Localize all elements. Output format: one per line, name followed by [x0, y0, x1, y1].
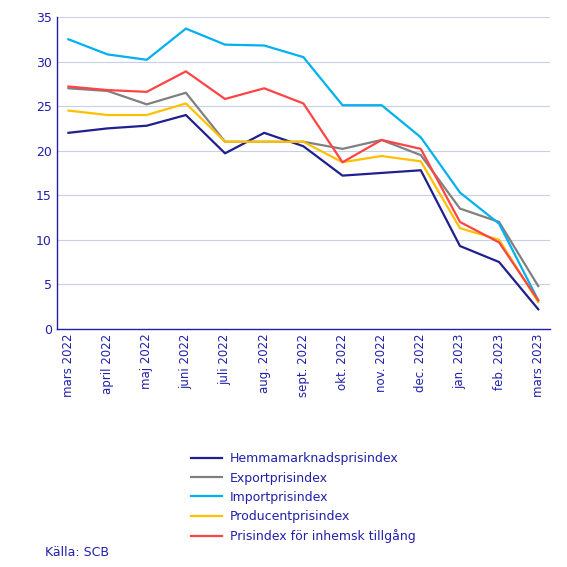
- Hemmamarknadsprisindex: [183, 112, 189, 119]
- Producentprisindex: [378, 153, 385, 159]
- Importprisindex: [417, 134, 424, 141]
- Hemmamarknadsprisindex: [496, 259, 502, 265]
- Exportprisindex: [65, 85, 72, 92]
- Exportprisindex: [378, 137, 385, 143]
- Prisindex för inhemsk tillgång: [300, 100, 307, 107]
- Importprisindex: [378, 102, 385, 109]
- Importprisindex: [183, 25, 189, 32]
- Exportprisindex: [456, 205, 463, 212]
- Prisindex för inhemsk tillgång: [496, 239, 502, 246]
- Hemmamarknadsprisindex: [339, 172, 346, 179]
- Hemmamarknadsprisindex: [143, 122, 150, 129]
- Importprisindex: [535, 297, 541, 304]
- Producentprisindex: [339, 159, 346, 166]
- Prisindex för inhemsk tillgång: [143, 88, 150, 95]
- Hemmamarknadsprisindex: [261, 129, 268, 136]
- Producentprisindex: [104, 112, 111, 119]
- Line: Hemmamarknadsprisindex: Hemmamarknadsprisindex: [69, 115, 538, 309]
- Hemmamarknadsprisindex: [104, 125, 111, 132]
- Line: Importprisindex: Importprisindex: [69, 28, 538, 301]
- Producentprisindex: [496, 236, 502, 243]
- Prisindex för inhemsk tillgång: [378, 137, 385, 143]
- Text: Källa: SCB: Källa: SCB: [45, 545, 109, 558]
- Importprisindex: [496, 221, 502, 227]
- Exportprisindex: [222, 138, 229, 145]
- Prisindex för inhemsk tillgång: [535, 297, 541, 304]
- Exportprisindex: [496, 218, 502, 225]
- Producentprisindex: [261, 138, 268, 145]
- Producentprisindex: [222, 138, 229, 145]
- Prisindex för inhemsk tillgång: [65, 83, 72, 90]
- Prisindex för inhemsk tillgång: [222, 96, 229, 103]
- Hemmamarknadsprisindex: [535, 306, 541, 312]
- Producentprisindex: [535, 299, 541, 306]
- Exportprisindex: [143, 101, 150, 108]
- Hemmamarknadsprisindex: [456, 243, 463, 249]
- Exportprisindex: [417, 152, 424, 159]
- Producentprisindex: [417, 158, 424, 165]
- Prisindex för inhemsk tillgång: [261, 85, 268, 92]
- Producentprisindex: [183, 100, 189, 107]
- Hemmamarknadsprisindex: [417, 167, 424, 174]
- Importprisindex: [261, 42, 268, 49]
- Hemmamarknadsprisindex: [300, 143, 307, 150]
- Legend: Hemmamarknadsprisindex, Exportprisindex, Importprisindex, Producentprisindex, Pr: Hemmamarknadsprisindex, Exportprisindex,…: [186, 447, 421, 548]
- Importprisindex: [300, 54, 307, 61]
- Exportprisindex: [261, 138, 268, 145]
- Hemmamarknadsprisindex: [378, 170, 385, 176]
- Hemmamarknadsprisindex: [222, 150, 229, 156]
- Importprisindex: [104, 51, 111, 58]
- Importprisindex: [339, 102, 346, 109]
- Prisindex för inhemsk tillgång: [417, 146, 424, 153]
- Producentprisindex: [456, 225, 463, 231]
- Exportprisindex: [183, 90, 189, 96]
- Hemmamarknadsprisindex: [65, 129, 72, 136]
- Prisindex för inhemsk tillgång: [183, 68, 189, 75]
- Producentprisindex: [143, 112, 150, 119]
- Importprisindex: [143, 56, 150, 63]
- Line: Producentprisindex: Producentprisindex: [69, 103, 538, 302]
- Importprisindex: [222, 41, 229, 48]
- Exportprisindex: [104, 87, 111, 94]
- Producentprisindex: [65, 107, 72, 114]
- Exportprisindex: [339, 146, 346, 153]
- Exportprisindex: [300, 138, 307, 145]
- Importprisindex: [456, 189, 463, 196]
- Prisindex för inhemsk tillgång: [104, 87, 111, 94]
- Prisindex för inhemsk tillgång: [339, 159, 346, 166]
- Producentprisindex: [300, 138, 307, 145]
- Line: Prisindex för inhemsk tillgång: Prisindex för inhemsk tillgång: [69, 71, 538, 301]
- Prisindex för inhemsk tillgång: [456, 218, 463, 225]
- Line: Exportprisindex: Exportprisindex: [69, 88, 538, 286]
- Importprisindex: [65, 36, 72, 43]
- Exportprisindex: [535, 283, 541, 290]
